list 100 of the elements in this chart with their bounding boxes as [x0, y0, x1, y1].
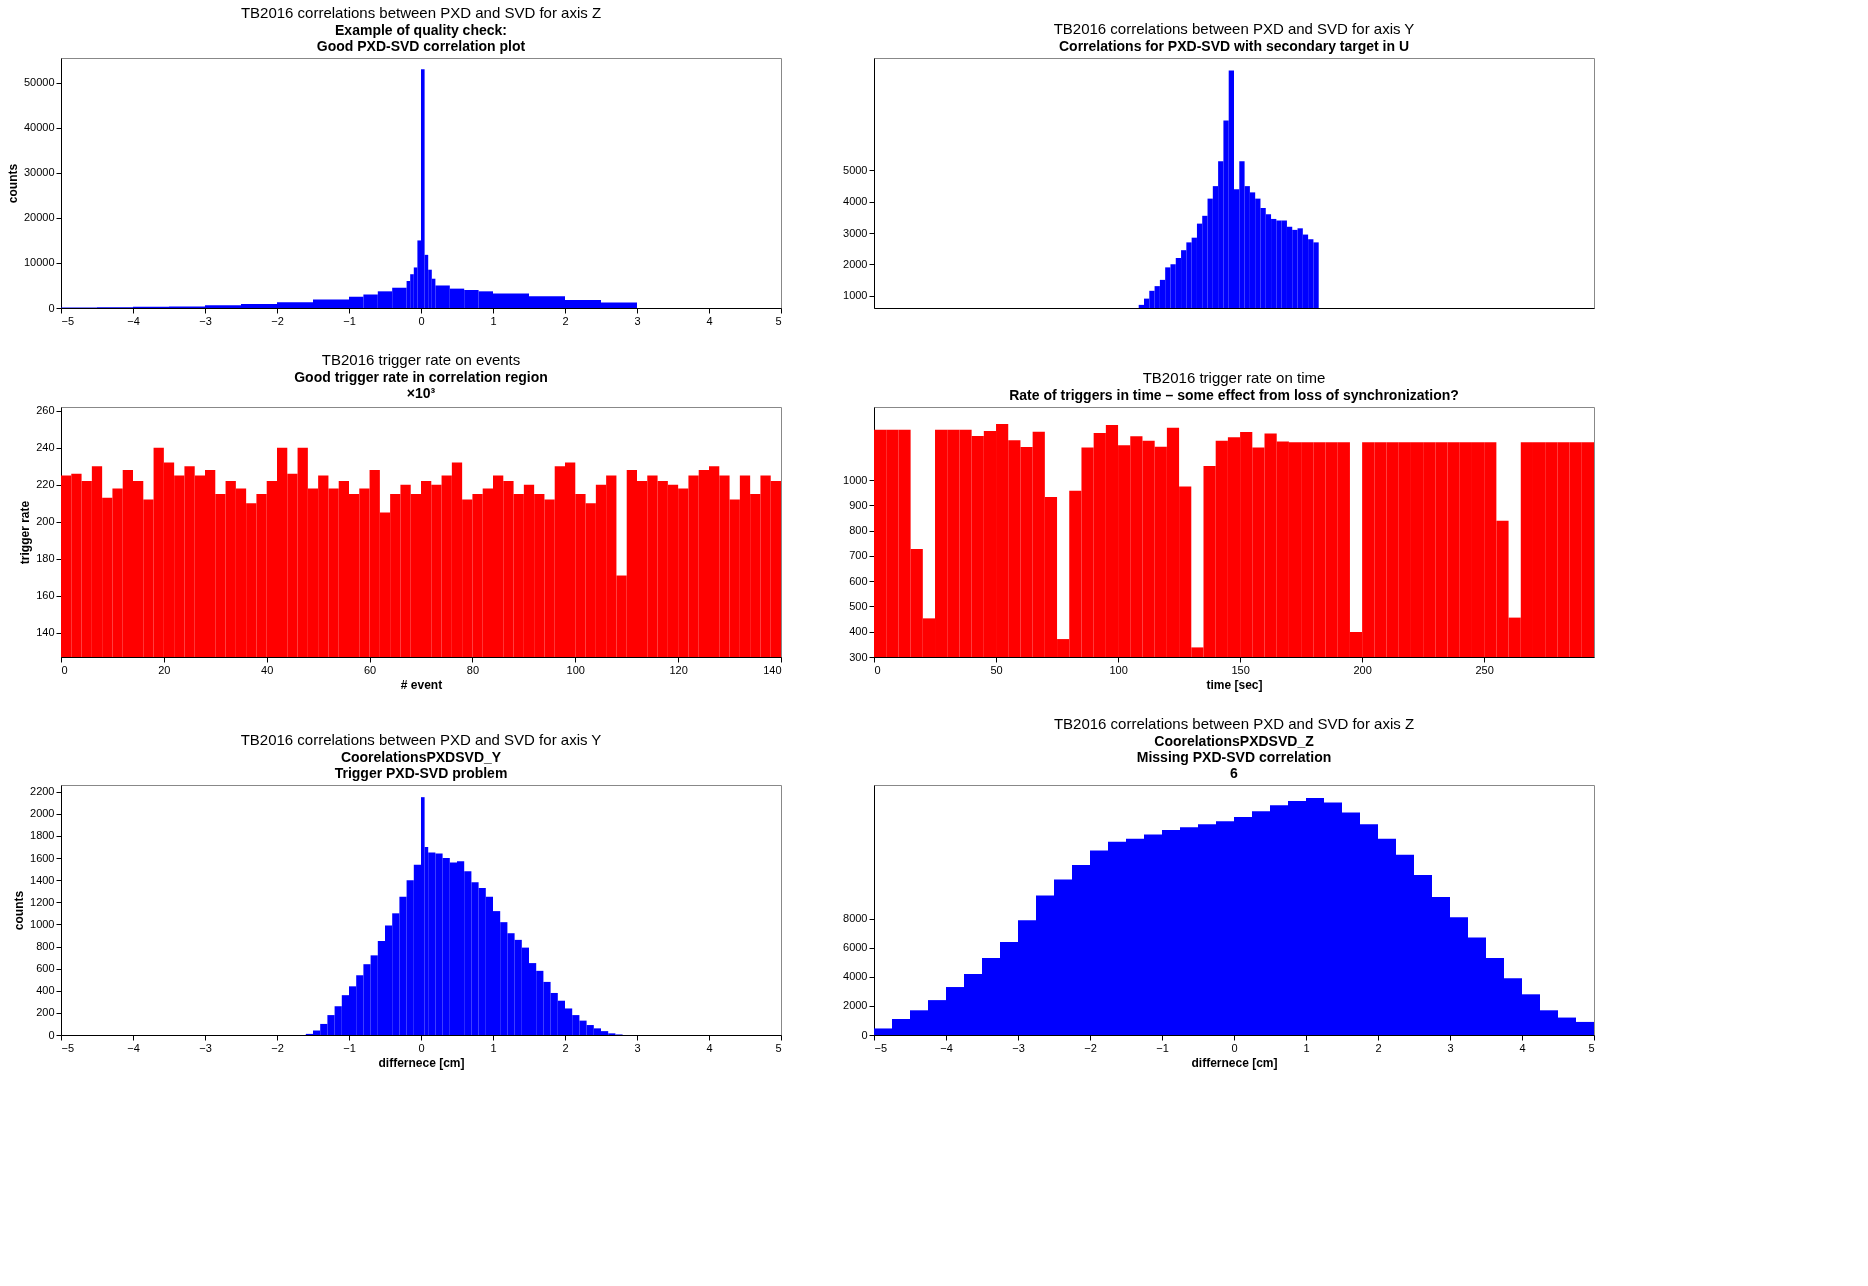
- y-tick-label: 40000: [23, 121, 55, 134]
- x-tick-label: −1: [343, 1041, 356, 1054]
- y-tick-label: 500: [849, 599, 868, 612]
- x-tick-label: −4: [127, 314, 140, 327]
- y-tick-label: 1400: [30, 873, 55, 886]
- y-axis-title: counts: [5, 163, 20, 204]
- y-tick-label: 180: [36, 552, 55, 565]
- y-tick-label: 4000: [843, 195, 868, 208]
- x-tick-label: 2: [562, 314, 569, 327]
- y-tick-label: 200: [36, 1006, 55, 1019]
- text: Rate of triggers in time – some effect from loss of synchronization?: [1009, 387, 1459, 403]
- x-tick-label: −1: [1156, 1041, 1169, 1054]
- y-tick-label: 800: [849, 524, 868, 537]
- x-tick-label: −2: [271, 314, 284, 327]
- x-tick-label: 4: [706, 1041, 713, 1054]
- x-axis-title: differnece [cm]: [378, 1055, 465, 1070]
- text: Good PXD-SVD correlation plot: [316, 38, 526, 54]
- y-tick-label: 5000: [843, 164, 868, 176]
- y-tick-label: 260: [36, 404, 55, 417]
- y-tick-label: 600: [849, 574, 868, 587]
- y-tick-label: 140: [36, 626, 55, 639]
- chart-title: TB2016 correlations between PXD and SVD for axis Z: [1053, 715, 1415, 732]
- y-tick-label: 6000: [843, 941, 868, 954]
- x-tick-label: 0: [418, 314, 425, 327]
- y-tick-label: 0: [861, 1028, 868, 1041]
- y-tick-label: 2000: [843, 999, 868, 1012]
- x-tick-label: 0: [1231, 1041, 1238, 1054]
- y-tick-label: 160: [36, 589, 55, 602]
- x-tick-label: 100: [1109, 663, 1128, 676]
- y-tick-label: 1800: [30, 829, 55, 842]
- x-tick-label: 2: [1375, 1041, 1382, 1054]
- x-tick-label: 150: [1231, 663, 1250, 676]
- x-tick-label: −1: [343, 314, 356, 327]
- y-tick-label: 2200: [30, 785, 55, 798]
- y-tick-label: 0: [48, 301, 55, 314]
- y-tick-label: 2000: [843, 257, 868, 270]
- x-tick-label: 250: [1475, 663, 1494, 676]
- x-tick-label: 40: [261, 663, 274, 676]
- x-tick-label: 5: [775, 1041, 782, 1054]
- y-tick-label: 1000: [843, 473, 868, 486]
- y-tick-label: 1600: [30, 851, 55, 864]
- y-tick-label: 10000: [23, 256, 55, 269]
- y-tick-label: 900: [849, 498, 868, 511]
- x-tick-label: 60: [363, 663, 377, 676]
- x-tick-label: −3: [199, 314, 212, 327]
- text: Good trigger rate in correlation region: [294, 368, 548, 385]
- x-tick-label: 1: [1303, 1041, 1310, 1054]
- text: 6: [1230, 765, 1239, 781]
- text: CoorelationsPXDSVD_Z: [1154, 733, 1315, 749]
- x-tick-label: 200: [1353, 663, 1372, 676]
- x-tick-label: 120: [669, 663, 688, 676]
- y-tick-label: 400: [849, 625, 868, 638]
- x-tick-label: 2: [562, 1041, 569, 1054]
- x-tick-label: −5: [61, 314, 75, 327]
- y-tick-label: 3000: [843, 226, 868, 239]
- text: Correlations for PXD-SVD with secondary target in U: [1058, 38, 1410, 54]
- x-tick-label: 4: [706, 314, 713, 327]
- y-tick-label: 220: [36, 478, 55, 491]
- y-tick-label: 400: [36, 984, 55, 997]
- text: Missing PXD-SVD correlation: [1136, 749, 1332, 765]
- x-tick-label: 5: [1588, 1041, 1595, 1054]
- x-tick-label: 20: [158, 663, 171, 676]
- y-tick-label: 700: [849, 549, 868, 562]
- x-axis-title: differnece [cm]: [1191, 1055, 1278, 1070]
- x-tick-label: −2: [1084, 1041, 1097, 1054]
- x-tick-label: 1: [490, 314, 497, 327]
- x-axis-title: time [sec]: [1206, 677, 1263, 692]
- x-tick-label: 0: [874, 663, 881, 676]
- y-tick-label: 8000: [843, 912, 868, 925]
- x-tick-label: −4: [127, 1041, 140, 1054]
- x-tick-label: 50: [990, 663, 1003, 676]
- x-tick-label: 3: [634, 314, 641, 327]
- y-tick-label: 1200: [30, 895, 55, 908]
- y-axis-title: counts: [12, 890, 27, 931]
- text: Trigger PXD-SVD problem: [334, 765, 508, 781]
- x-axis-title: # event: [400, 677, 443, 692]
- chart-title: TB2016 trigger rate on events: [321, 350, 521, 368]
- y-axis-title: trigger rate: [18, 500, 33, 565]
- y-tick-label: 1000: [30, 917, 55, 930]
- x-tick-label: −3: [199, 1041, 212, 1054]
- y-tick-label: 30000: [23, 166, 55, 179]
- y-tick-label: 300: [849, 650, 868, 663]
- text: Example of quality check:: [335, 22, 507, 38]
- x-tick-label: 5: [775, 314, 782, 327]
- x-tick-label: 4: [1519, 1041, 1526, 1054]
- y-tick-label: 1000: [843, 289, 868, 301]
- x-tick-label: 0: [61, 663, 68, 676]
- y-tick-label: 800: [36, 940, 55, 952]
- y-tick-label: 240: [36, 441, 55, 454]
- text: CoorelationsPXDSVD_Y: [340, 749, 502, 765]
- y-tick-label: 2000: [30, 807, 55, 820]
- y-tick-label: 600: [36, 962, 55, 975]
- y-tick-label: 50000: [23, 76, 55, 89]
- x-tick-label: 3: [1447, 1041, 1454, 1054]
- chart-title: TB2016 correlations between PXD and SVD for axis Z: [240, 4, 602, 21]
- chart-title: TB2016 correlations between PXD and SVD for axis Y: [1053, 20, 1415, 37]
- x-tick-label: −3: [1012, 1041, 1025, 1054]
- x-tick-label: 140: [763, 663, 782, 676]
- y-tick-label: 0: [48, 1028, 55, 1041]
- x-tick-label: −5: [61, 1041, 75, 1054]
